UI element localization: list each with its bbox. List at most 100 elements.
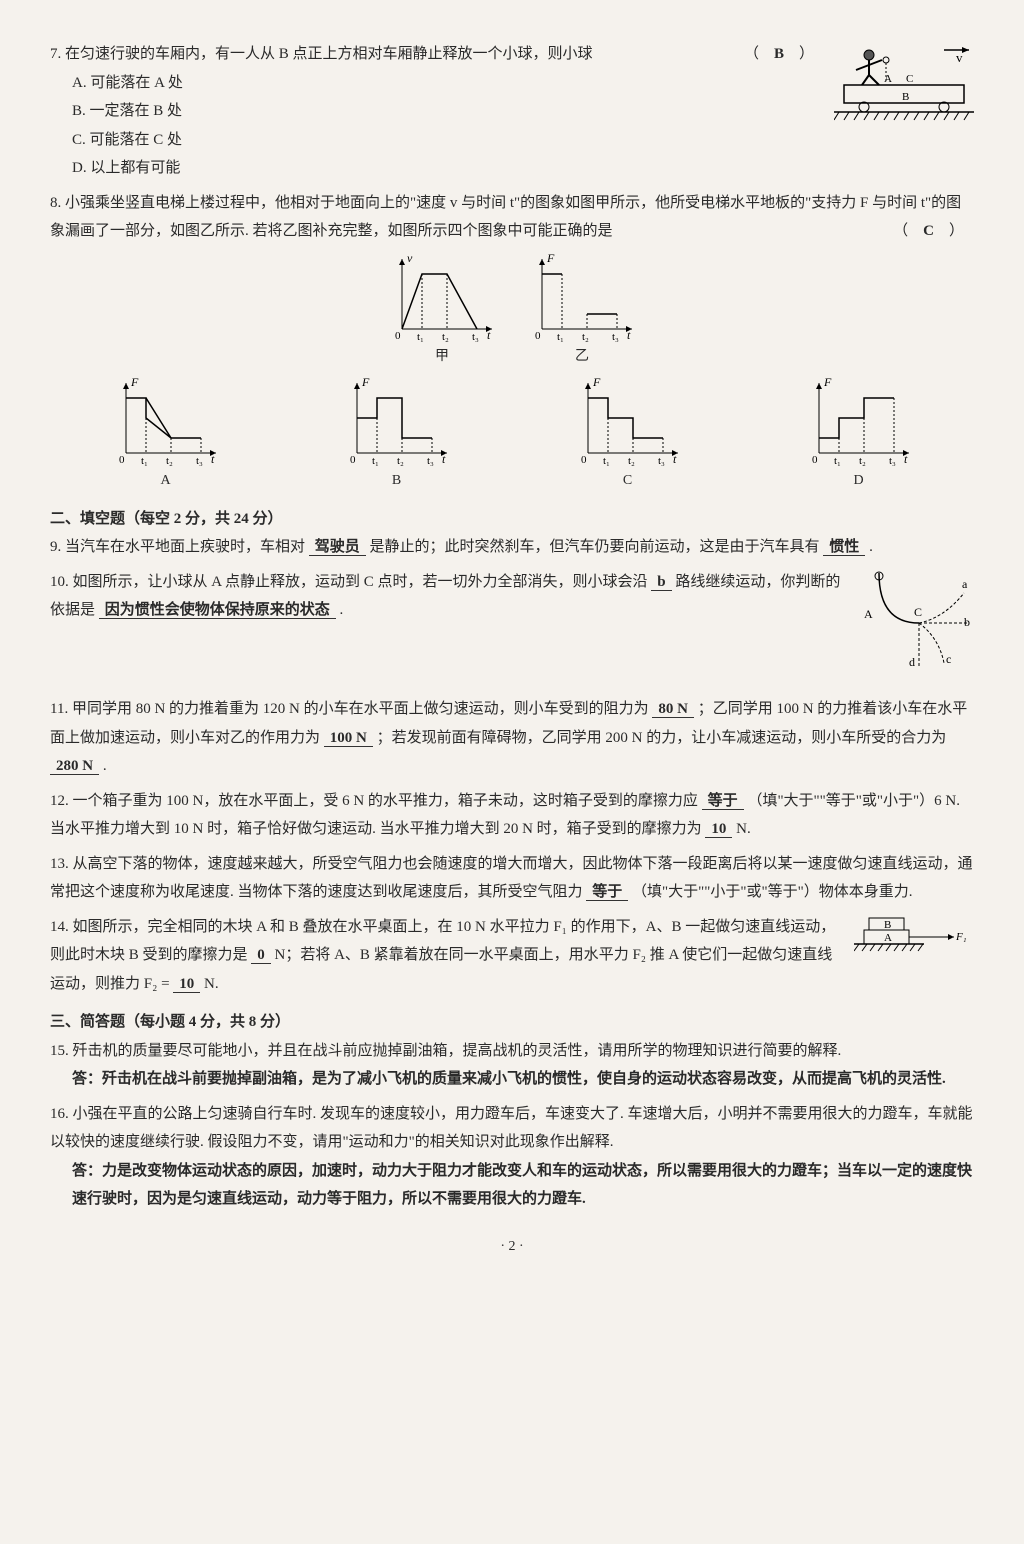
label-A: A [111,468,221,495]
svg-text:t₁: t₁ [372,455,379,467]
label-C: C [906,73,913,85]
question-9: 9. 当汽车在水平地面上疾驶时，车相对 驾驶员 是静止的；此时突然刹车，但汽车仍… [50,533,974,562]
svg-text:c: c [946,652,951,666]
q9-t1: 当汽车在水平地面上疾驶时，车相对 [65,539,305,555]
q16-ans-label: 答： [72,1163,102,1179]
svg-text:F₁: F₁ [955,931,967,943]
section-3-title: 三、简答题（每小题 4 分，共 8 分） [50,1008,974,1037]
question-12: 12. 一个箱子重为 100 N，放在水平面上，受 6 N 的水平推力，箱子未动… [50,787,974,844]
q12-b1: 等于 [702,793,744,810]
svg-text:t₃: t₃ [427,455,434,467]
q13-num: 13. [50,856,69,872]
graph-jia: v t 0 t₁ t₂ t₃ 甲 [387,254,497,371]
svg-text:t₁: t₁ [417,331,424,343]
q16-answer: 答：力是改变物体运动状态的原因，加速时，动力大于阻力才能改变人和车的运动状态，所… [50,1157,974,1214]
svg-text:v: v [407,254,413,265]
svg-text:t: t [211,452,215,466]
q11-b1: 80 N [652,701,694,718]
svg-text:t₁: t₁ [557,331,564,343]
label-D: D [804,468,914,495]
label-B: B [902,91,909,103]
svg-text:0: 0 [395,330,401,342]
q9-t2: 是静止的；此时突然刹车，但汽车仍要向前运动，这是由于汽车具有 [370,539,820,555]
svg-text:F: F [130,378,139,389]
question-10: A C a b c d 10. 如图所示，让小球从 A 点静止释放，运动到 C … [50,568,974,690]
q8-number: 8. [50,195,61,211]
svg-text:t₂: t₂ [397,455,404,467]
svg-text:F: F [546,254,555,265]
q11-num: 11. [50,701,68,717]
label-jia: 甲 [387,344,497,371]
q7-answer-paren: （ B ） [744,40,814,69]
graph-option-B: F t 0 t₁ t₂ t₃ B [342,378,452,495]
q11-t1: 甲同学用 80 N 的力推着重为 120 N 的小车在水平面上做匀速运动，则小车… [72,701,649,717]
svg-text:t₁: t₁ [603,455,610,467]
q14-b2: 10 [173,976,200,993]
svg-text:B: B [884,919,891,931]
q10-b2: 因为惯性会使物体保持原来的状态 [99,602,336,619]
q13-b1: 等于 [586,884,628,901]
q8-answer-paren: （ C ） [893,217,964,246]
question-13: 13. 从高空下落的物体，速度越来越大，所受空气阻力也会随速度的增大而增大，因此… [50,850,974,907]
q7-figure: v A C B [834,40,974,141]
svg-text:t: t [442,452,446,466]
svg-text:0: 0 [581,454,587,466]
page-number: · 2 · [50,1234,974,1261]
q15-text: 歼击机的质量要尽可能地小，并且在战斗前应抛掉副油箱，提高战机的灵活性，请用所学的… [73,1043,842,1059]
q12-b2: 10 [705,821,732,838]
q11-b2: 100 N [324,730,373,747]
svg-text:F: F [361,378,370,389]
svg-text:t₁: t₁ [834,455,841,467]
q10-num: 10. [50,574,69,590]
q8-given-graphs: v t 0 t₁ t₂ t₃ 甲 F t [50,254,974,371]
svg-text:t: t [904,452,908,466]
svg-text:t₂: t₂ [628,455,635,467]
q15-answer: 答：歼击机在战斗前要抛掉副油箱，是为了减小飞机的质量来减小飞机的惯性，使自身的运… [50,1065,974,1094]
svg-text:t₃: t₃ [196,455,203,467]
svg-text:A: A [864,607,873,621]
question-11: 11. 甲同学用 80 N 的力推着重为 120 N 的小车在水平面上做匀速运动… [50,695,974,781]
q15-ans: 歼击机在战斗前要抛掉副油箱，是为了减小飞机的质量来减小飞机的惯性，使自身的运动状… [102,1071,946,1087]
q14-t3: N. [204,976,219,992]
q8-answer: C [923,223,934,239]
graph-option-C: F t 0 t₁ t₂ t₃ C [573,378,683,495]
cart-figure-svg: v A C B [834,40,974,130]
svg-text:C: C [914,605,922,619]
svg-text:F: F [592,378,601,389]
q10-figure: A C a b c d [864,568,974,684]
label-B: B [342,468,452,495]
q12-num: 12. [50,793,69,809]
svg-text:F: F [823,378,832,389]
svg-text:0: 0 [119,454,125,466]
q11-b3: 280 N [50,758,99,775]
graph-option-A: F t 0 t₁ t₂ t₃ A [111,378,221,495]
v-label: v [956,50,963,65]
svg-text:t: t [673,452,677,466]
q14-figure: B A F₁ [854,913,974,969]
svg-text:t₂: t₂ [166,455,173,467]
svg-text:0: 0 [535,330,541,342]
q9-num: 9. [50,539,61,555]
question-8: 8. 小强乘坐竖直电梯上楼过程中，他相对于地面向上的"速度 v 与时间 t"的图… [50,189,974,495]
svg-text:t₃: t₃ [889,455,896,467]
svg-text:b: b [964,615,970,629]
svg-text:a: a [962,577,968,591]
graph-option-D: F t 0 t₁ t₂ t₃ D [804,378,914,495]
q10-t3: . [340,602,344,618]
q16-text: 小强在平直的公路上匀速骑自行车时. 发现车的速度较小，用力蹬车后，车速变大了. … [50,1106,973,1151]
svg-text:t: t [487,328,491,342]
label-yi: 乙 [527,344,637,371]
svg-text:t₃: t₃ [658,455,665,467]
q15-ans-label: 答： [72,1071,102,1087]
graph-yi: F t 0 t₁ t₂ t₃ 乙 [527,254,637,371]
q16-num: 16. [50,1106,69,1122]
question-7: v A C B 7. [50,40,974,183]
q13-t2: （填"大于""小于"或"等于"）物体本身重力. [632,884,913,900]
svg-text:A: A [884,932,892,944]
svg-text:t₂: t₂ [859,455,866,467]
svg-text:t₃: t₃ [472,331,479,343]
svg-text:t₂: t₂ [442,331,449,343]
q10-t1: 如图所示，让小球从 A 点静止释放，运动到 C 点时，若一切外力全部消失，则小球… [73,574,648,590]
q12-t3: N. [736,821,751,837]
svg-text:t₃: t₃ [612,331,619,343]
